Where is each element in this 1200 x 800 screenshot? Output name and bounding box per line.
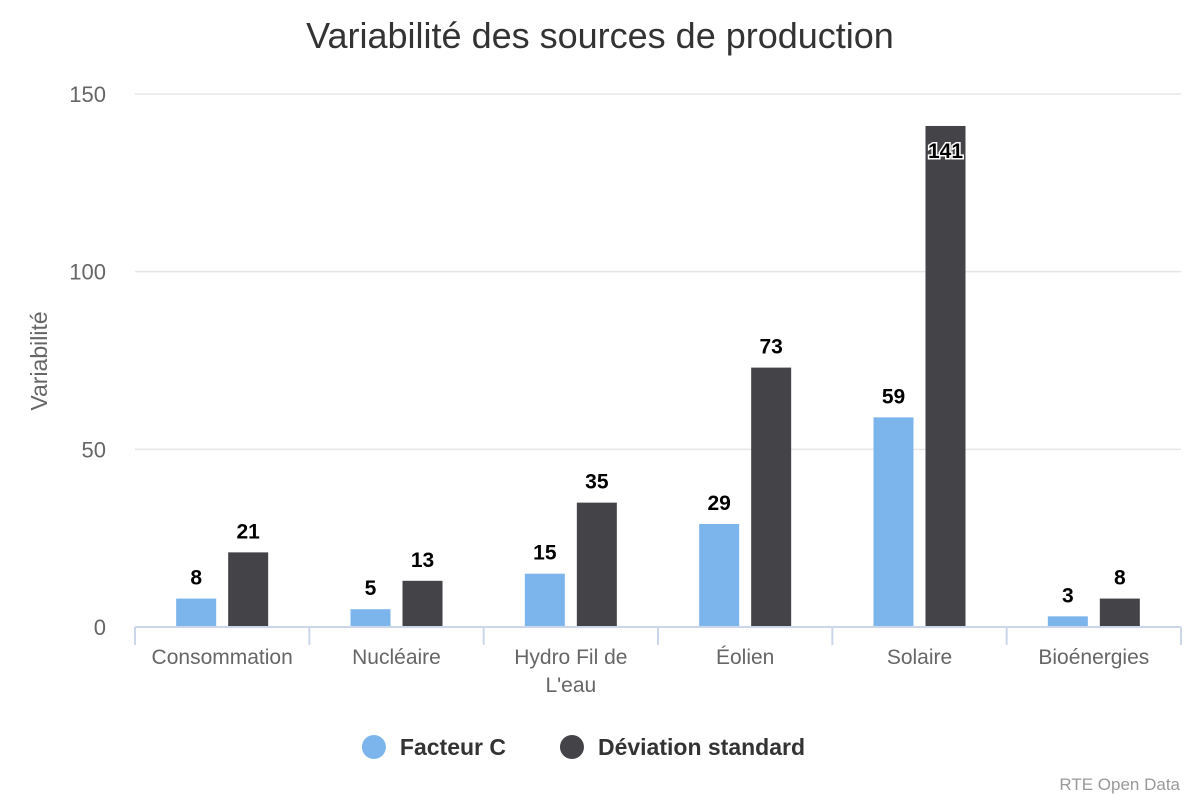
legend-item-deviation-standard[interactable]: Déviation standard — [559, 734, 805, 760]
data-label: 15 — [533, 542, 557, 565]
y-axis-ticks: 0 50 100 150 — [69, 82, 106, 640]
x-axis-labels: Consommation Nucléaire Hydro Fil de L'eau Éo… — [152, 646, 1150, 697]
data-label: 141 — [928, 140, 963, 163]
y-tick-label: 0 — [94, 615, 106, 640]
x-axis — [134, 626, 1182, 645]
data-label: 13 — [411, 549, 434, 572]
y-tick-label: 100 — [69, 260, 106, 285]
data-labels: 8 21 5 13 15 35 29 73 59 141 3 8 — [190, 138, 1126, 607]
x-tick-label: Nucléaire — [352, 646, 441, 669]
legend-label: Facteur C — [400, 734, 506, 760]
data-label: 8 — [1114, 567, 1126, 590]
data-label: 8 — [190, 567, 202, 590]
bar-deviation-standard[interactable] — [925, 125, 966, 627]
grid-lines — [135, 93, 1181, 451]
bar-deviation-standard[interactable] — [402, 580, 443, 627]
y-axis-title: Variabilité — [26, 311, 52, 410]
bar-facteur-c[interactable] — [350, 609, 391, 627]
bar-deviation-standard[interactable] — [751, 367, 792, 627]
legend-symbol — [361, 735, 386, 759]
data-label: 59 — [882, 385, 905, 408]
bar-facteur-c[interactable] — [176, 598, 217, 627]
bar-deviation-standard[interactable] — [228, 552, 269, 627]
legend-symbol — [559, 735, 584, 759]
legend-item-facteur-c[interactable]: Facteur C — [361, 734, 506, 760]
data-label: 5 — [365, 577, 377, 600]
data-label: 3 — [1062, 584, 1074, 607]
bar-facteur-c[interactable] — [524, 573, 565, 627]
bars — [176, 125, 1140, 627]
data-label: 29 — [707, 492, 730, 515]
x-tick-label: Bioénergies — [1038, 646, 1149, 669]
bar-deviation-standard[interactable] — [1099, 598, 1140, 627]
x-tick-label: Consommation — [152, 646, 293, 669]
x-tick-label: Solaire — [887, 646, 952, 669]
chart-title: Variabilité des sources de production — [306, 15, 894, 56]
data-label: 21 — [236, 520, 260, 543]
data-label: 35 — [585, 471, 609, 494]
x-tick-label: Hydro Fil de L'eau — [514, 646, 627, 697]
bar-facteur-c[interactable] — [699, 523, 740, 627]
bar-deviation-standard[interactable] — [576, 502, 617, 627]
x-tick-label: Éolien — [716, 646, 774, 669]
credits-text[interactable]: RTE Open Data — [1059, 775, 1180, 794]
bar-facteur-c[interactable] — [873, 417, 914, 627]
data-label: 73 — [759, 336, 782, 359]
y-tick-label: 150 — [69, 82, 106, 107]
y-tick-label: 50 — [82, 437, 106, 462]
legend-label: Déviation standard — [598, 734, 805, 760]
bar-facteur-c[interactable] — [1047, 616, 1088, 627]
legend[interactable]: Facteur C Déviation standard — [361, 734, 805, 760]
